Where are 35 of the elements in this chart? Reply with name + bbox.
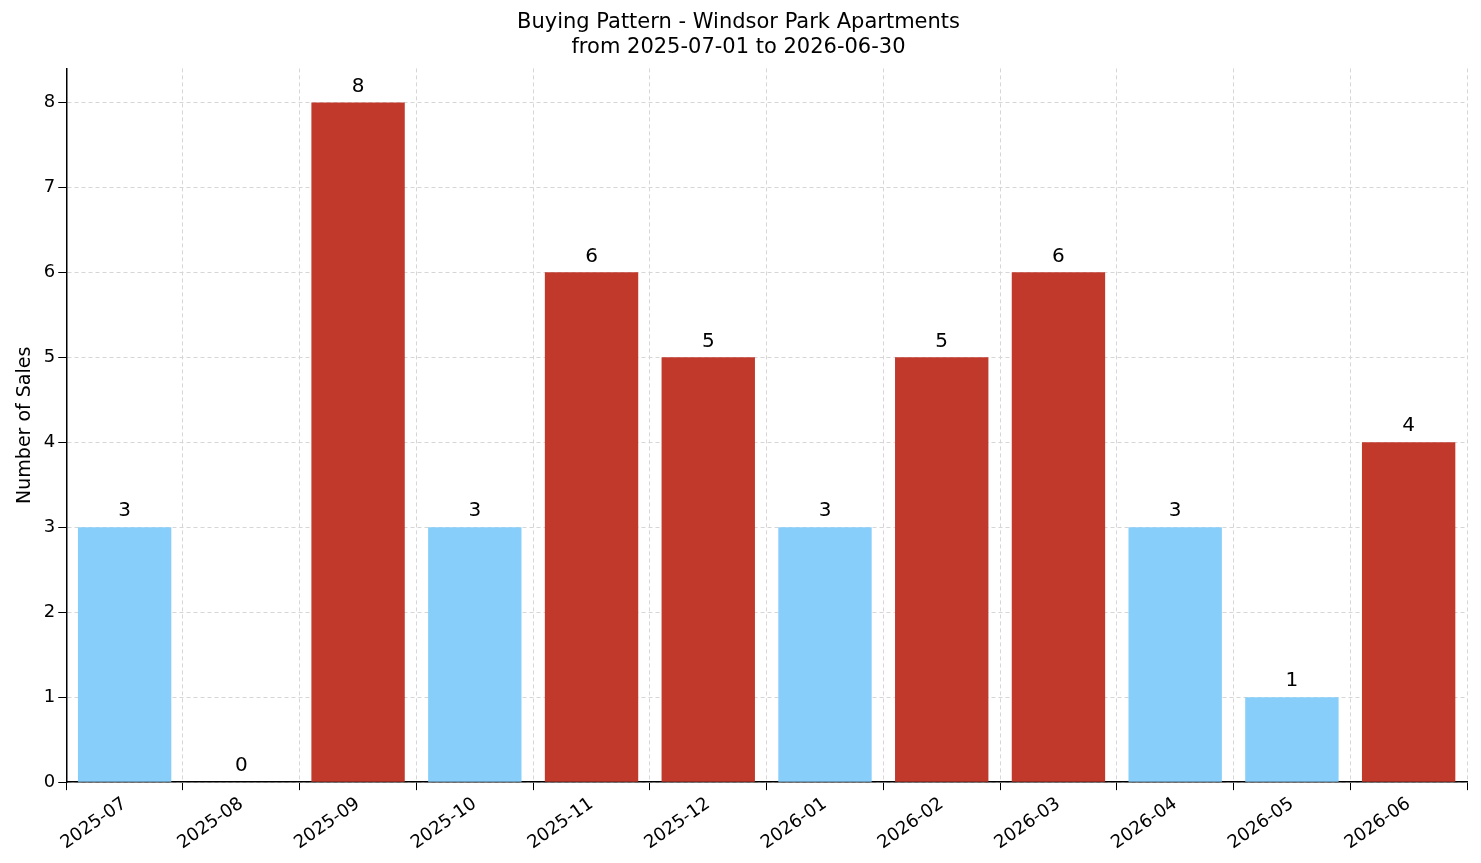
- bar: [428, 527, 522, 782]
- chart-subtitle: from 2025-07-01 to 2026-06-30: [571, 34, 906, 59]
- y-tick-label: 8: [43, 90, 56, 112]
- bar: [895, 357, 989, 782]
- data-label: 6: [585, 242, 598, 267]
- data-label: 5: [935, 327, 949, 352]
- data-label: 0: [234, 752, 248, 777]
- y-tick-label: 0: [43, 769, 56, 791]
- y-tick-label: 6: [43, 260, 56, 282]
- y-tick-label: 7: [43, 175, 56, 197]
- y-tick-label: 3: [43, 514, 56, 536]
- data-label: 1: [1285, 667, 1299, 692]
- data-label: 6: [1052, 242, 1065, 267]
- y-tick-label: 5: [43, 344, 56, 366]
- data-label: 3: [1168, 497, 1182, 522]
- y-tick-label: 1: [43, 684, 56, 706]
- bar: [311, 102, 405, 782]
- data-label: 3: [818, 497, 832, 522]
- data-label: 4: [1402, 412, 1415, 437]
- bar: [1128, 527, 1222, 782]
- bar: [544, 272, 639, 782]
- data-label: 8: [351, 72, 365, 97]
- y-axis-title: Number of Sales: [12, 346, 35, 504]
- y-tick-label: 2: [43, 599, 56, 621]
- data-label: 5: [701, 327, 715, 352]
- bar: [1011, 272, 1106, 782]
- bar: [1361, 442, 1456, 782]
- bar: [1245, 697, 1339, 782]
- data-label: 3: [118, 497, 131, 522]
- bar: [661, 357, 755, 782]
- bar: [77, 527, 172, 782]
- bar: [778, 527, 872, 782]
- chart-title: Buying Pattern - Windsor Park Apartments: [517, 9, 960, 34]
- y-tick-label: 4: [43, 429, 56, 451]
- data-label: 3: [468, 497, 482, 522]
